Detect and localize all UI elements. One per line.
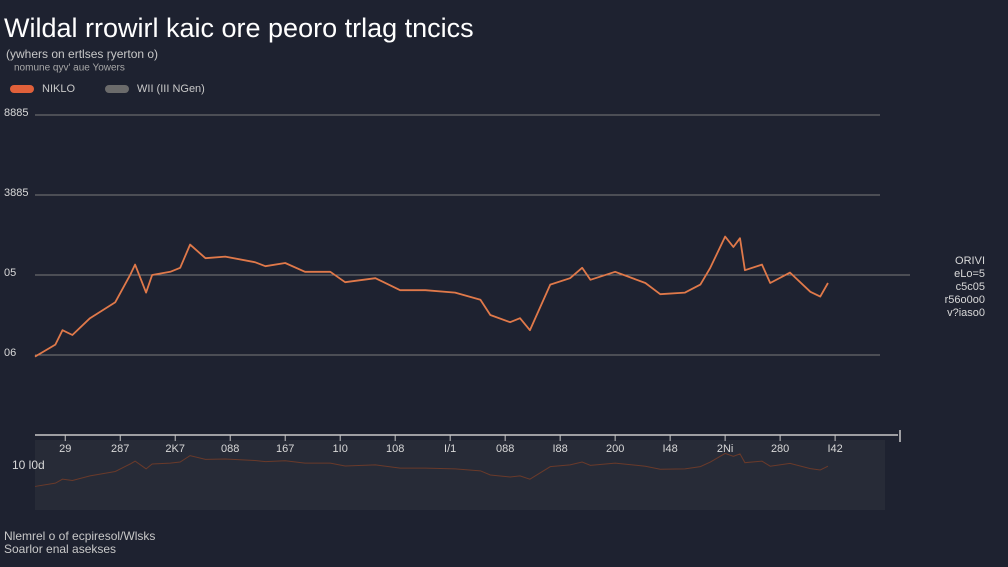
x-tick-label: I48 [662, 443, 677, 455]
annotation: ORIVI [955, 255, 985, 267]
x-tick-label: 088 [221, 443, 239, 455]
navigator-label: 10 l0d [12, 458, 45, 472]
x-tick-label: 2K7 [165, 443, 185, 455]
subtitle: (ywhers on ertlses ŗyerton o) [6, 47, 158, 61]
y-tick-label: 8885 [4, 107, 28, 119]
annotation: r56o0o0 [945, 294, 985, 306]
x-tick-label: I42 [827, 443, 842, 455]
legend-swatch [10, 85, 34, 93]
legend-label: WII (III NGen) [137, 83, 205, 95]
x-tick-label: 2Ni [717, 443, 734, 455]
legend-label: NIKLO [42, 83, 75, 95]
x-tick-label: 287 [111, 443, 129, 455]
x-tick-label: 29 [59, 443, 71, 455]
footnote: Nlemrel o of ecpiresol/Wlsks [4, 529, 155, 543]
x-tick-label: 200 [606, 443, 624, 455]
annotation: v?iaso0 [947, 307, 985, 319]
chart-title: Wildal rrowirl kaic ore peoro trlag tnci… [4, 13, 474, 43]
x-tick-label: 1I0 [333, 443, 348, 455]
annotation: c5c05 [956, 281, 985, 293]
legend-swatch [105, 85, 129, 93]
x-tick-label: I/1 [444, 443, 456, 455]
annotation: eLo=5 [954, 268, 985, 280]
x-tick-label: 167 [276, 443, 294, 455]
y-tick-label: 05 [4, 267, 16, 279]
navigator-line [34, 452, 829, 487]
x-tick-label: I88 [553, 443, 568, 455]
x-tick-label: 280 [771, 443, 789, 455]
x-tick-label: 108 [386, 443, 404, 455]
navigator [35, 440, 885, 510]
y-tick-label: 06 [4, 347, 16, 359]
x-tick-label: 088 [496, 443, 514, 455]
y-tick-label: 3885 [4, 187, 28, 199]
subtitle: nomune qyv' aue Yowers [14, 63, 125, 74]
footnote: Soarlor enal asekses [4, 542, 116, 556]
data-line [34, 235, 829, 358]
